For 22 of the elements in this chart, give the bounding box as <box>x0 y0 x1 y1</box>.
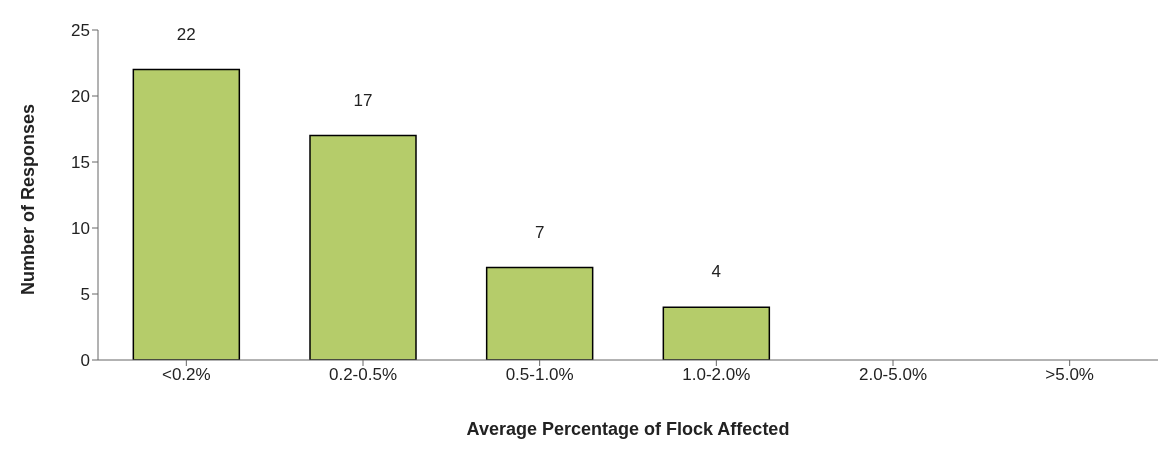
x-tick-label: <0.2% <box>161 365 211 385</box>
y-tick-label: 0 <box>80 351 90 371</box>
data-label: 17 <box>353 90 373 110</box>
y-tick-label: 10 <box>71 219 90 239</box>
x-tick-label: >5.0% <box>1045 365 1095 385</box>
bar <box>662 306 771 360</box>
x-axis-title: Average Percentage of Flock Affected <box>466 419 790 439</box>
x-tick-label: 0.2-0.5% <box>328 365 398 385</box>
data-label: 4 <box>711 262 722 282</box>
x-tick-label: 0.5-1.0% <box>505 365 574 385</box>
x-tick-label: 1.0-2.0% <box>682 365 751 385</box>
y-tick-label: 5 <box>80 285 90 305</box>
data-label: 22 <box>176 24 196 44</box>
y-axis-title: Number of Responses <box>18 103 39 295</box>
data-label: 7 <box>534 222 545 242</box>
x-tick-label: 2.0-5.0% <box>858 365 928 385</box>
bar <box>485 266 594 360</box>
y-tick-label: 15 <box>71 153 90 173</box>
bar <box>132 68 241 360</box>
y-tick-label: 20 <box>71 87 90 107</box>
y-tick-label: 25 <box>71 21 90 41</box>
bar <box>309 134 417 360</box>
